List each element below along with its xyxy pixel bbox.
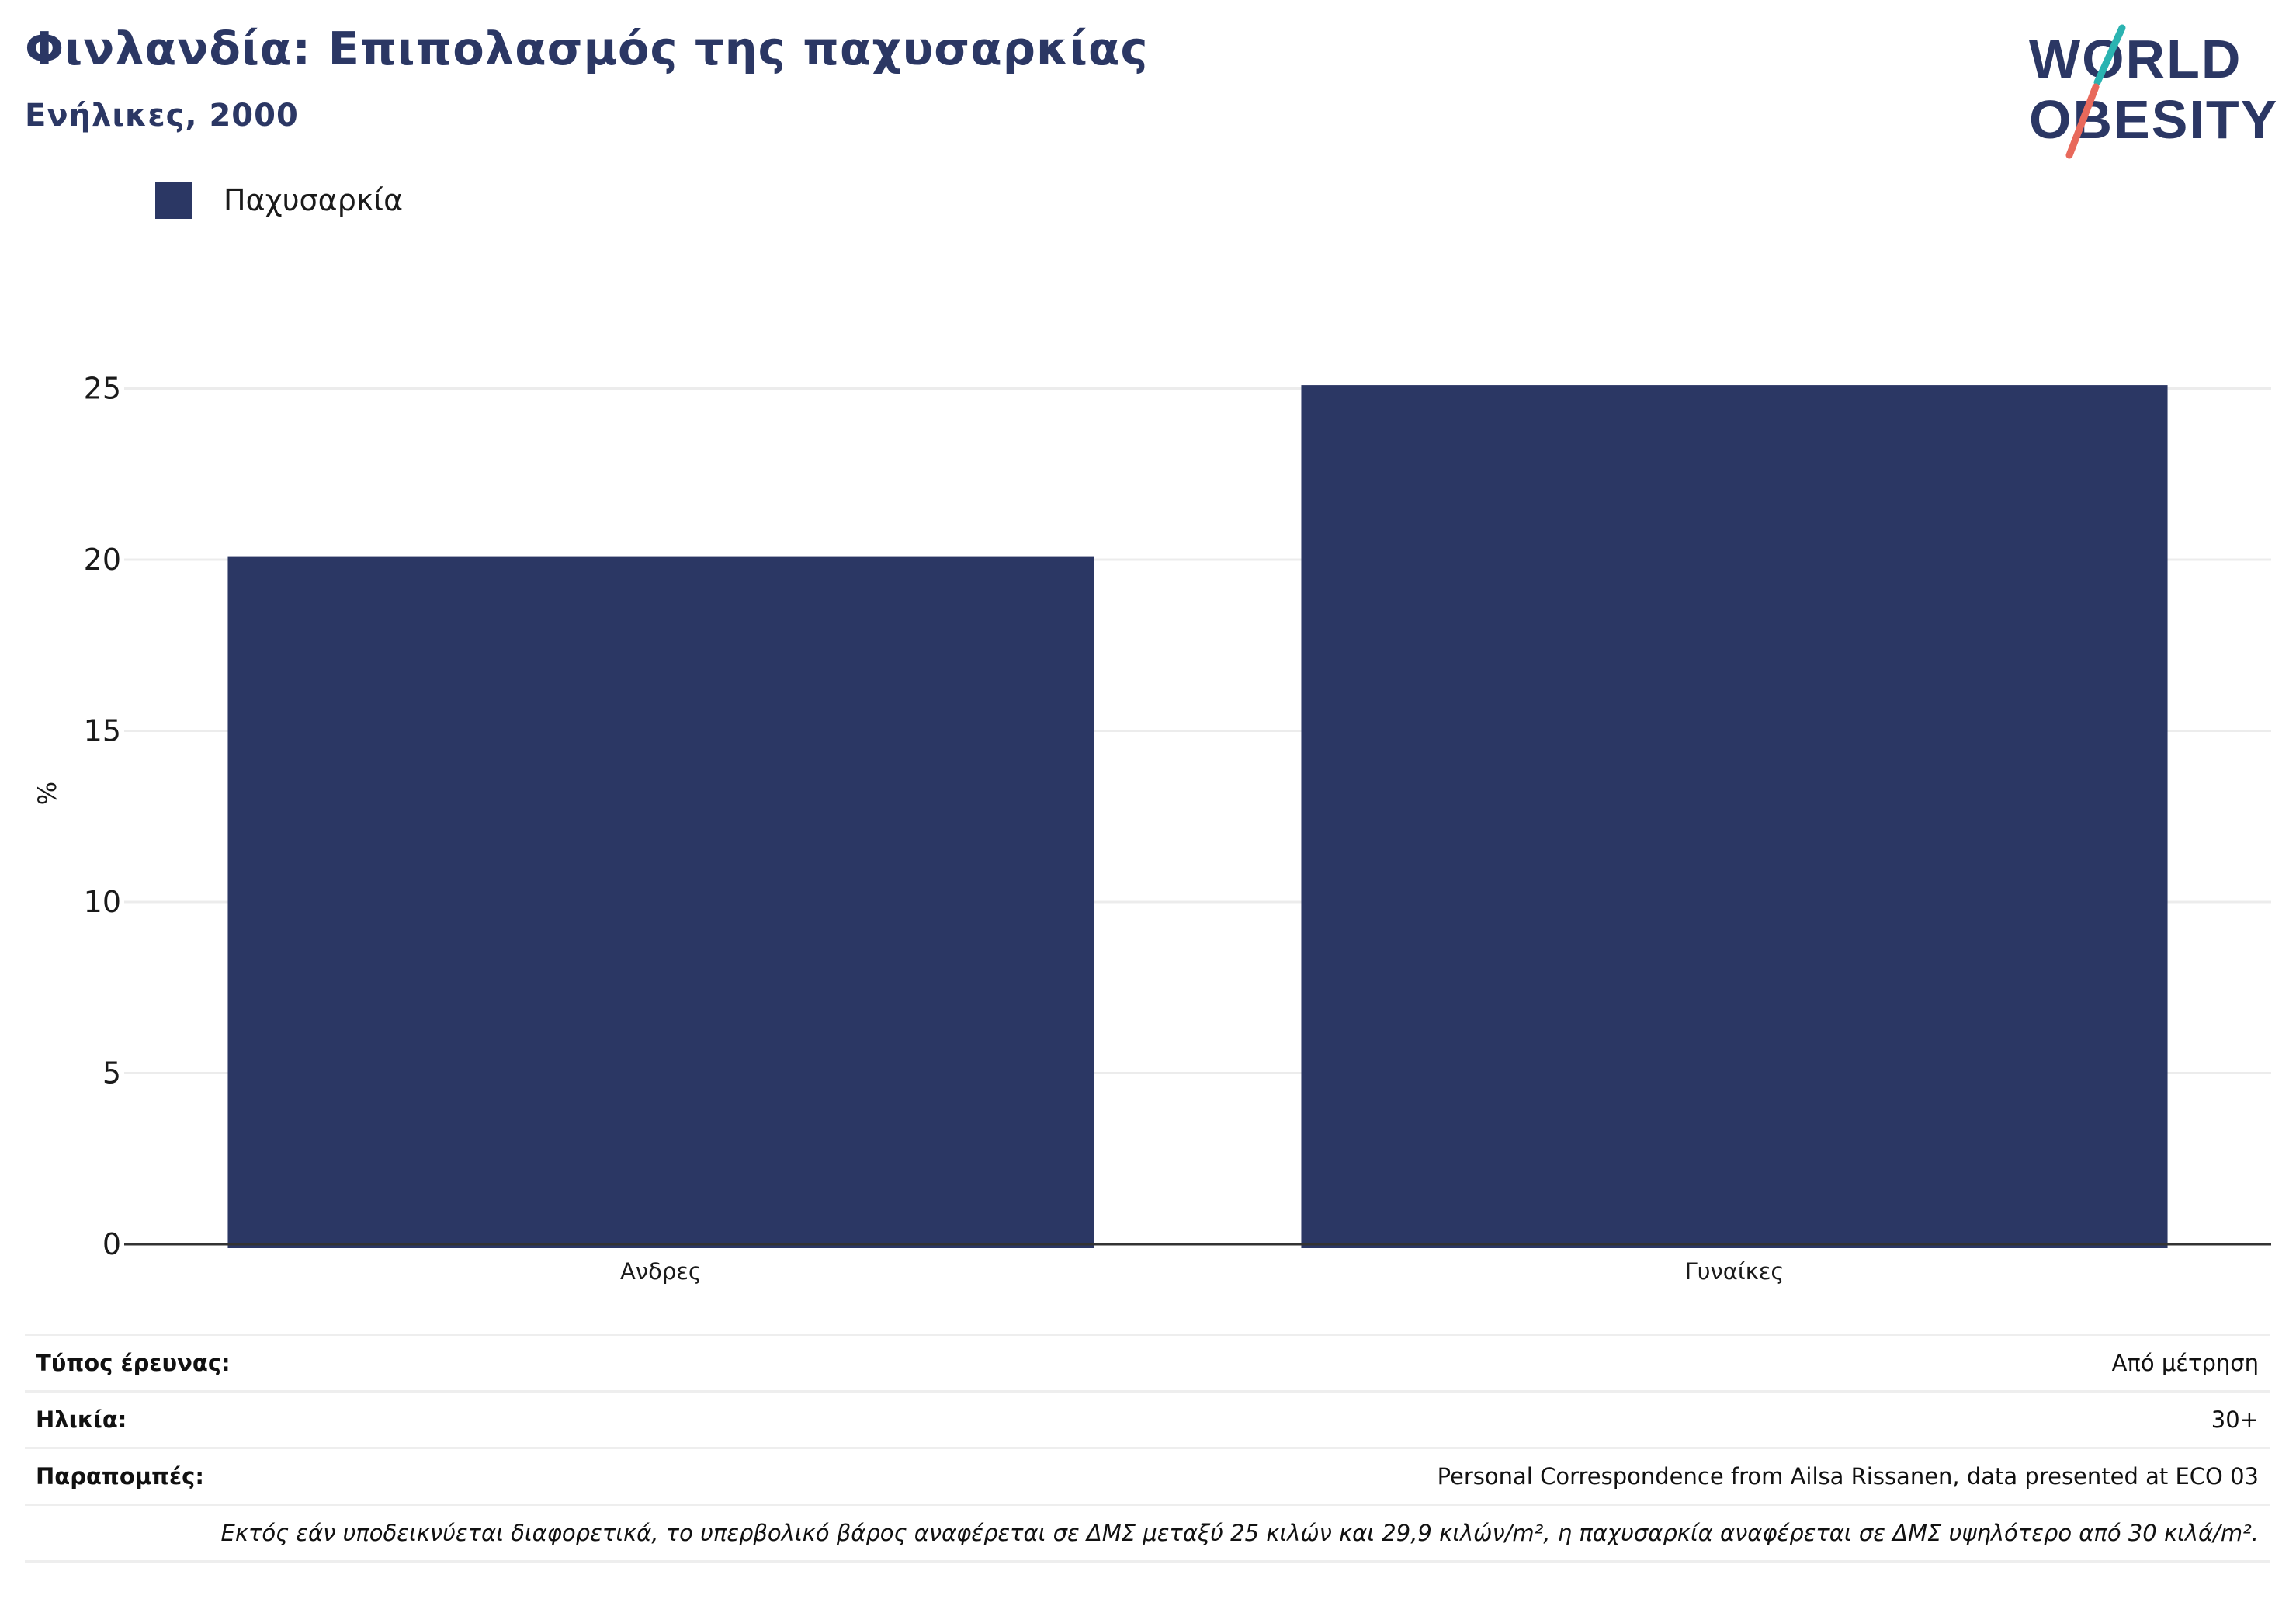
legend-label: Παχυσαρκία [224,183,404,217]
logo-line1: WORLD [2029,29,2242,89]
bar-chart: 0 5 10 15 20 25% Ανδρες Γυναίκες [33,372,2271,1285]
info-value: 30+ [2211,1406,2259,1433]
y-tick-label: 10 [84,885,121,919]
bar [227,556,1094,1248]
y-tick-label: 15 [84,714,121,748]
y-tick-label: 0 [102,1227,121,1261]
x-tick-label: Ανδρες [620,1258,702,1285]
x-tick-label: Γυναίκες [1685,1258,1784,1285]
logo-slash-teal [2093,24,2126,86]
info-key: Παραπομπές: [36,1463,204,1490]
info-key: Ηλικία: [36,1406,127,1433]
logo-line2: OBESITY [2029,89,2278,150]
chart-subtitle: Ενήλικες, 2000 [25,98,299,134]
chart-title: Φινλανδία: Επιπολασμός της παχυσαρκίας [25,22,1149,75]
info-row-survey-type: Τύπος έρευνας: Από μέτρηση [25,1334,2270,1390]
info-value: Από μέτρηση [2111,1350,2259,1376]
info-value: Personal Correspondence from Ailsa Rissa… [1437,1463,2259,1490]
y-tick-label: 20 [84,543,121,577]
info-row-age: Ηλικία: 30+ [25,1390,2270,1447]
info-note: Εκτός εάν υποδεικνύεται διαφορετικά, το … [25,1504,2270,1563]
legend-swatch [155,182,192,219]
info-key: Τύπος έρευνας: [36,1350,231,1376]
info-row-references: Παραπομπές: Personal Correspondence from… [25,1447,2270,1504]
logo-slash-coral [2065,83,2100,159]
world-obesity-logo: WORLD OBESITY [2029,24,2278,159]
info-table: Τύπος έρευνας: Από μέτρηση Ηλικία: 30+ Π… [25,1334,2270,1563]
bar [1301,385,2168,1249]
y-tick-label: 5 [102,1056,121,1091]
y-axis-label: % [33,782,62,805]
y-tick-label: 25 [84,372,121,406]
